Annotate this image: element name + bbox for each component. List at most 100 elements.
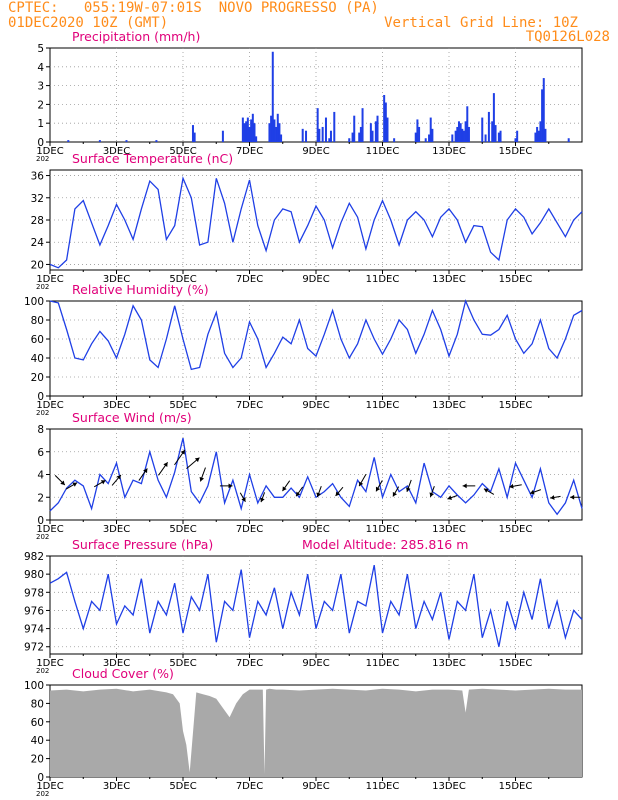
wind-xtick-label: 13DEC	[432, 524, 466, 535]
wind-arrow-head	[296, 491, 301, 497]
precip-bar	[333, 111, 336, 142]
cloud-ytick-label: 80	[31, 698, 44, 710]
wind-arrow-head	[194, 457, 200, 463]
cloud-xtick-label: 5DEC	[169, 781, 196, 792]
rh-title: Relative Humidity (%)	[72, 282, 209, 297]
precip-bar	[155, 140, 158, 142]
wind-arrow	[158, 462, 169, 476]
precip-bar	[273, 119, 276, 142]
precip-bar	[542, 78, 545, 142]
cloud-title: Cloud Cover (%)	[72, 666, 174, 681]
precip-bar	[414, 132, 417, 142]
precip-bar	[418, 126, 421, 142]
rh-series-line	[49, 298, 583, 371]
precip-bar	[361, 108, 364, 142]
rh-ytick-label: 100	[24, 296, 44, 308]
precip-bar	[305, 130, 308, 142]
pres-year-label: 202	[36, 667, 49, 675]
temp-xtick-label: 13DEC	[432, 274, 466, 285]
wind-arrow	[429, 485, 435, 498]
precip-ytick-label: 1	[37, 118, 44, 130]
cloud-year-label: 202	[36, 790, 49, 798]
precip-bar	[467, 126, 470, 142]
pres-ytick-label: 972	[24, 642, 44, 654]
wind-arrow	[239, 492, 246, 503]
wind-arrow-head	[550, 495, 555, 500]
wind-arrow	[199, 467, 206, 482]
precip-bar	[428, 134, 431, 142]
cloud-xtick-label: 9DEC	[302, 781, 329, 792]
rh-xtick-label: 7DEC	[236, 400, 263, 411]
precip-bar	[384, 102, 387, 142]
precip-bar	[276, 113, 279, 142]
wind-arrow-head	[392, 491, 398, 497]
wind-panel: 0 2 4 6 8 1DEC 3DEC 5DEC 7DEC 9DEC 11DEC 13DEC 15DEC…	[36, 410, 583, 541]
precip-ytick-label: 0	[37, 137, 44, 149]
precip-bar	[359, 126, 362, 142]
precip-bar	[191, 125, 194, 142]
wind-arrow	[462, 483, 476, 489]
pres-xtick-label: 3DEC	[103, 658, 130, 669]
precip-bar	[462, 130, 465, 142]
precip-bar	[67, 140, 70, 142]
wind-arrow-head	[483, 488, 489, 493]
temp-ytick-label: 36	[31, 171, 45, 183]
precip-bar	[481, 117, 484, 142]
precip-xtick-label: 15DEC	[499, 146, 533, 157]
precip-ytick-label: 4	[37, 62, 44, 74]
precip-bar	[251, 113, 254, 142]
pres-ytick-label: 978	[24, 587, 44, 599]
wind-arrow-head	[335, 491, 340, 496]
pres-ytick-label: 980	[24, 569, 44, 581]
precip-bar	[429, 117, 432, 142]
precip-bar	[492, 93, 495, 142]
precip-bar	[454, 130, 457, 142]
wind-arrow	[570, 494, 581, 500]
cloud-xtick-label: 11DEC	[366, 781, 400, 792]
precip-bar	[386, 117, 389, 142]
wind-xtick-label: 11DEC	[366, 524, 400, 535]
precip-bar	[268, 123, 271, 142]
wind-arrow	[358, 474, 367, 487]
cloud-area	[50, 688, 582, 777]
precip-bar	[451, 134, 454, 142]
wind-xtick-label: 1DEC	[36, 524, 63, 535]
rh-xtick-label: 5DEC	[169, 400, 196, 411]
precip-bar	[246, 117, 249, 142]
precip-bar	[374, 121, 377, 142]
precip-bar	[534, 132, 537, 142]
precip-bar	[301, 128, 304, 142]
wind-series-line	[49, 437, 583, 516]
rh-panel: 0 20 40 60 80 100 1DEC 3DEC 5DEC 7DEC 9DEC 11DEC 13D…	[24, 282, 583, 417]
precip-bar	[280, 134, 283, 142]
precip-bar	[351, 132, 354, 142]
cloud-panel: 0 20 40 60 80 100 1DEC 3DEC 5DEC 7DEC 9DEC 11DEC 13D…	[24, 666, 583, 798]
pres-xtick-label: 5DEC	[169, 658, 196, 669]
temp-xtick-label: 11DEC	[366, 274, 400, 285]
cloud-ytick-label: 100	[24, 680, 44, 692]
wind-ytick-label: 4	[37, 470, 44, 482]
rh-xtick-label: 13DEC	[432, 400, 466, 411]
pres-xtick-label: 11DEC	[366, 658, 400, 669]
precip-bar	[393, 138, 396, 142]
precip-bar	[491, 121, 494, 142]
precip-xtick-label: 7DEC	[236, 146, 263, 157]
precip-year-label: 202	[36, 155, 49, 163]
precip-bar	[353, 115, 356, 142]
wind-arrow-head	[72, 482, 78, 487]
wind-arrow-head	[180, 450, 185, 455]
wind-title: Surface Wind (m/s)	[72, 410, 192, 425]
cloud-xtick-label: 3DEC	[103, 781, 130, 792]
cloud-ytick-label: 40	[31, 735, 44, 747]
wind-arrow	[509, 483, 522, 489]
precip-bar	[316, 108, 319, 142]
pres-annotation: Model Altitude: 285.816 m	[302, 537, 468, 552]
wind-arrow-head	[462, 483, 467, 489]
cloud-ytick-label: 20	[31, 754, 44, 766]
rh-xtick-label: 9DEC	[302, 400, 329, 411]
precip-bar	[250, 119, 253, 142]
wind-arrow	[54, 474, 66, 486]
wind-ytick-label: 6	[37, 447, 44, 459]
cloud-ytick-label: 0	[37, 772, 44, 784]
wind-arrow-head	[509, 483, 514, 489]
